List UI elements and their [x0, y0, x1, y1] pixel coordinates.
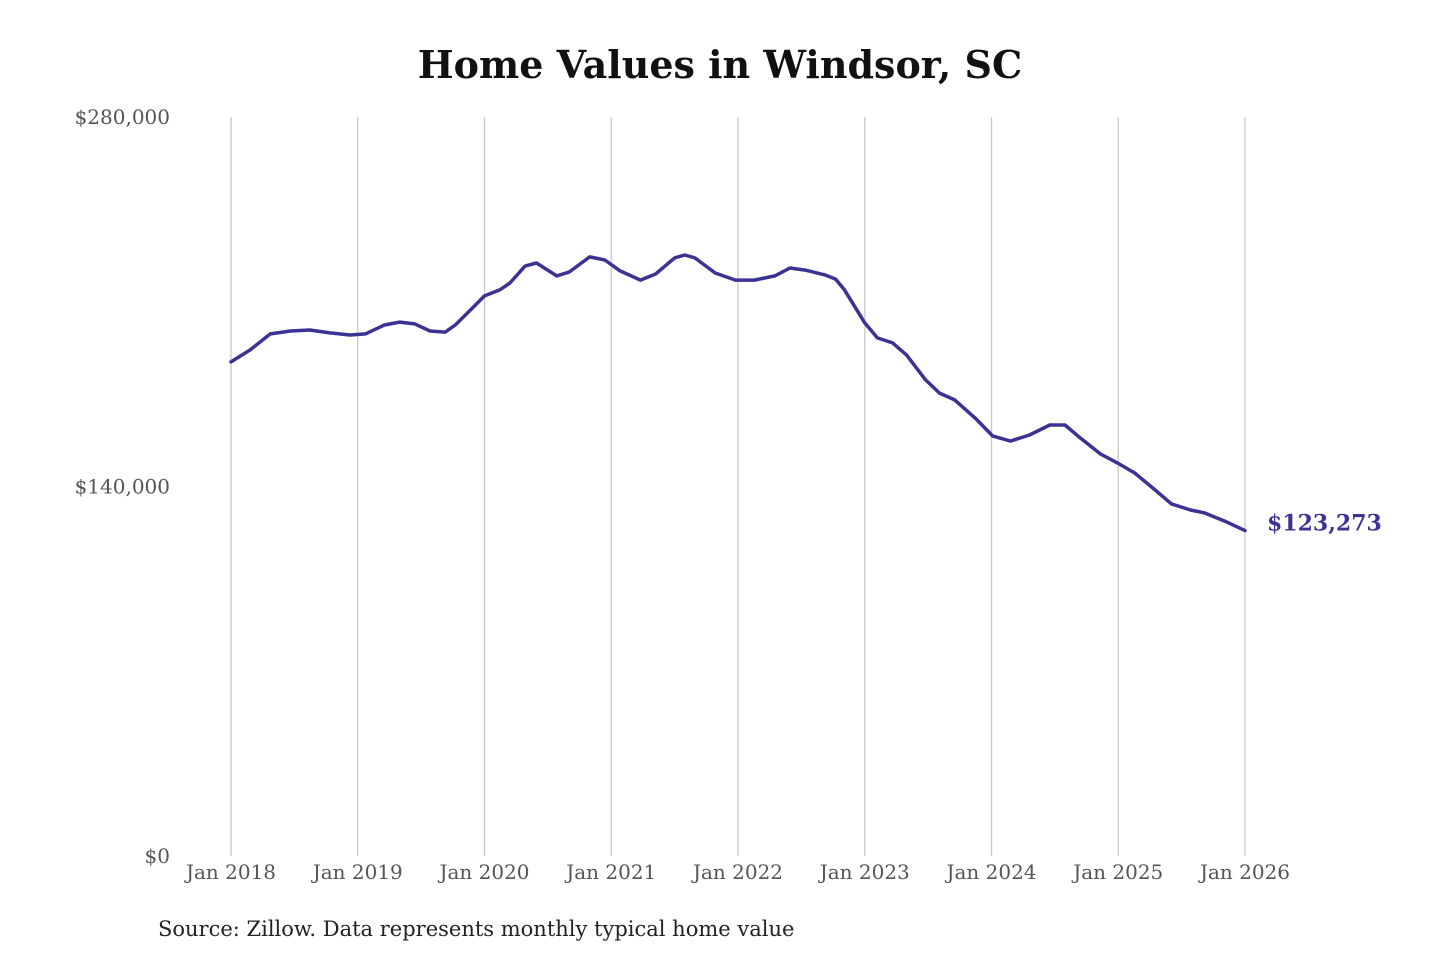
x-tick-label: Jan 2019 — [311, 860, 403, 884]
x-tick-label: Jan 2022 — [691, 860, 783, 884]
chart-title: Home Values in Windsor, SC — [417, 42, 1023, 87]
y-tick-label: $140,000 — [75, 475, 170, 499]
x-tick-label: Jan 2024 — [944, 860, 1036, 884]
x-tick-label: Jan 2020 — [437, 860, 529, 884]
x-tick-label: Jan 2021 — [564, 860, 656, 884]
source-note: Source: Zillow. Data represents monthly … — [158, 917, 795, 941]
end-value-label: $123,273 — [1267, 511, 1382, 537]
x-tick-label: Jan 2026 — [1198, 860, 1290, 884]
x-tick-label: Jan 2023 — [818, 860, 910, 884]
x-tick-label: Jan 2025 — [1071, 860, 1163, 884]
series-line — [229, 253, 1247, 533]
y-tick-label: $280,000 — [75, 105, 170, 129]
x-tick-label: Jan 2018 — [184, 860, 276, 884]
y-tick-label: $0 — [145, 844, 170, 868]
